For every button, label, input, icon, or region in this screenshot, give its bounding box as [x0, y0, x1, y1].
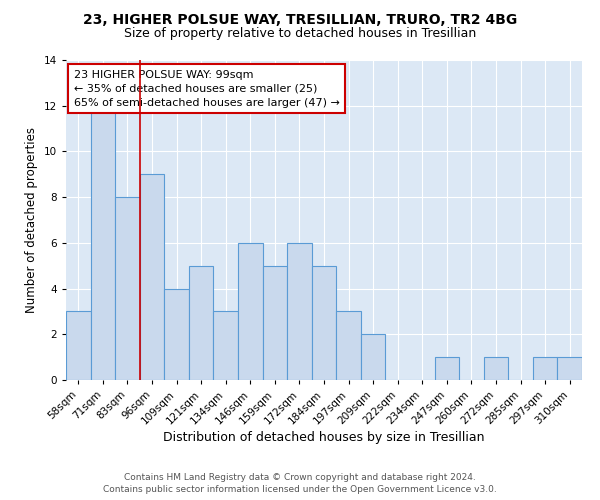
Bar	[336, 312, 361, 380]
Bar	[312, 266, 336, 380]
Bar	[434, 357, 459, 380]
X-axis label: Distribution of detached houses by size in Tresillian: Distribution of detached houses by size …	[163, 432, 485, 444]
Bar	[287, 243, 312, 380]
Text: Size of property relative to detached houses in Tresillian: Size of property relative to detached ho…	[124, 28, 476, 40]
Text: Contains HM Land Registry data © Crown copyright and database right 2024.
Contai: Contains HM Land Registry data © Crown c…	[103, 472, 497, 494]
Bar	[91, 83, 115, 380]
Bar	[533, 357, 557, 380]
Text: 23, HIGHER POLSUE WAY, TRESILLIAN, TRURO, TR2 4BG: 23, HIGHER POLSUE WAY, TRESILLIAN, TRURO…	[83, 12, 517, 26]
Bar	[140, 174, 164, 380]
Bar	[361, 334, 385, 380]
Bar	[115, 197, 140, 380]
Bar	[557, 357, 582, 380]
Bar	[238, 243, 263, 380]
Bar	[189, 266, 214, 380]
Bar	[164, 288, 189, 380]
Y-axis label: Number of detached properties: Number of detached properties	[25, 127, 38, 313]
Text: 23 HIGHER POLSUE WAY: 99sqm
← 35% of detached houses are smaller (25)
65% of sem: 23 HIGHER POLSUE WAY: 99sqm ← 35% of det…	[74, 70, 340, 108]
Bar	[214, 312, 238, 380]
Bar	[484, 357, 508, 380]
Bar	[66, 312, 91, 380]
Bar	[263, 266, 287, 380]
